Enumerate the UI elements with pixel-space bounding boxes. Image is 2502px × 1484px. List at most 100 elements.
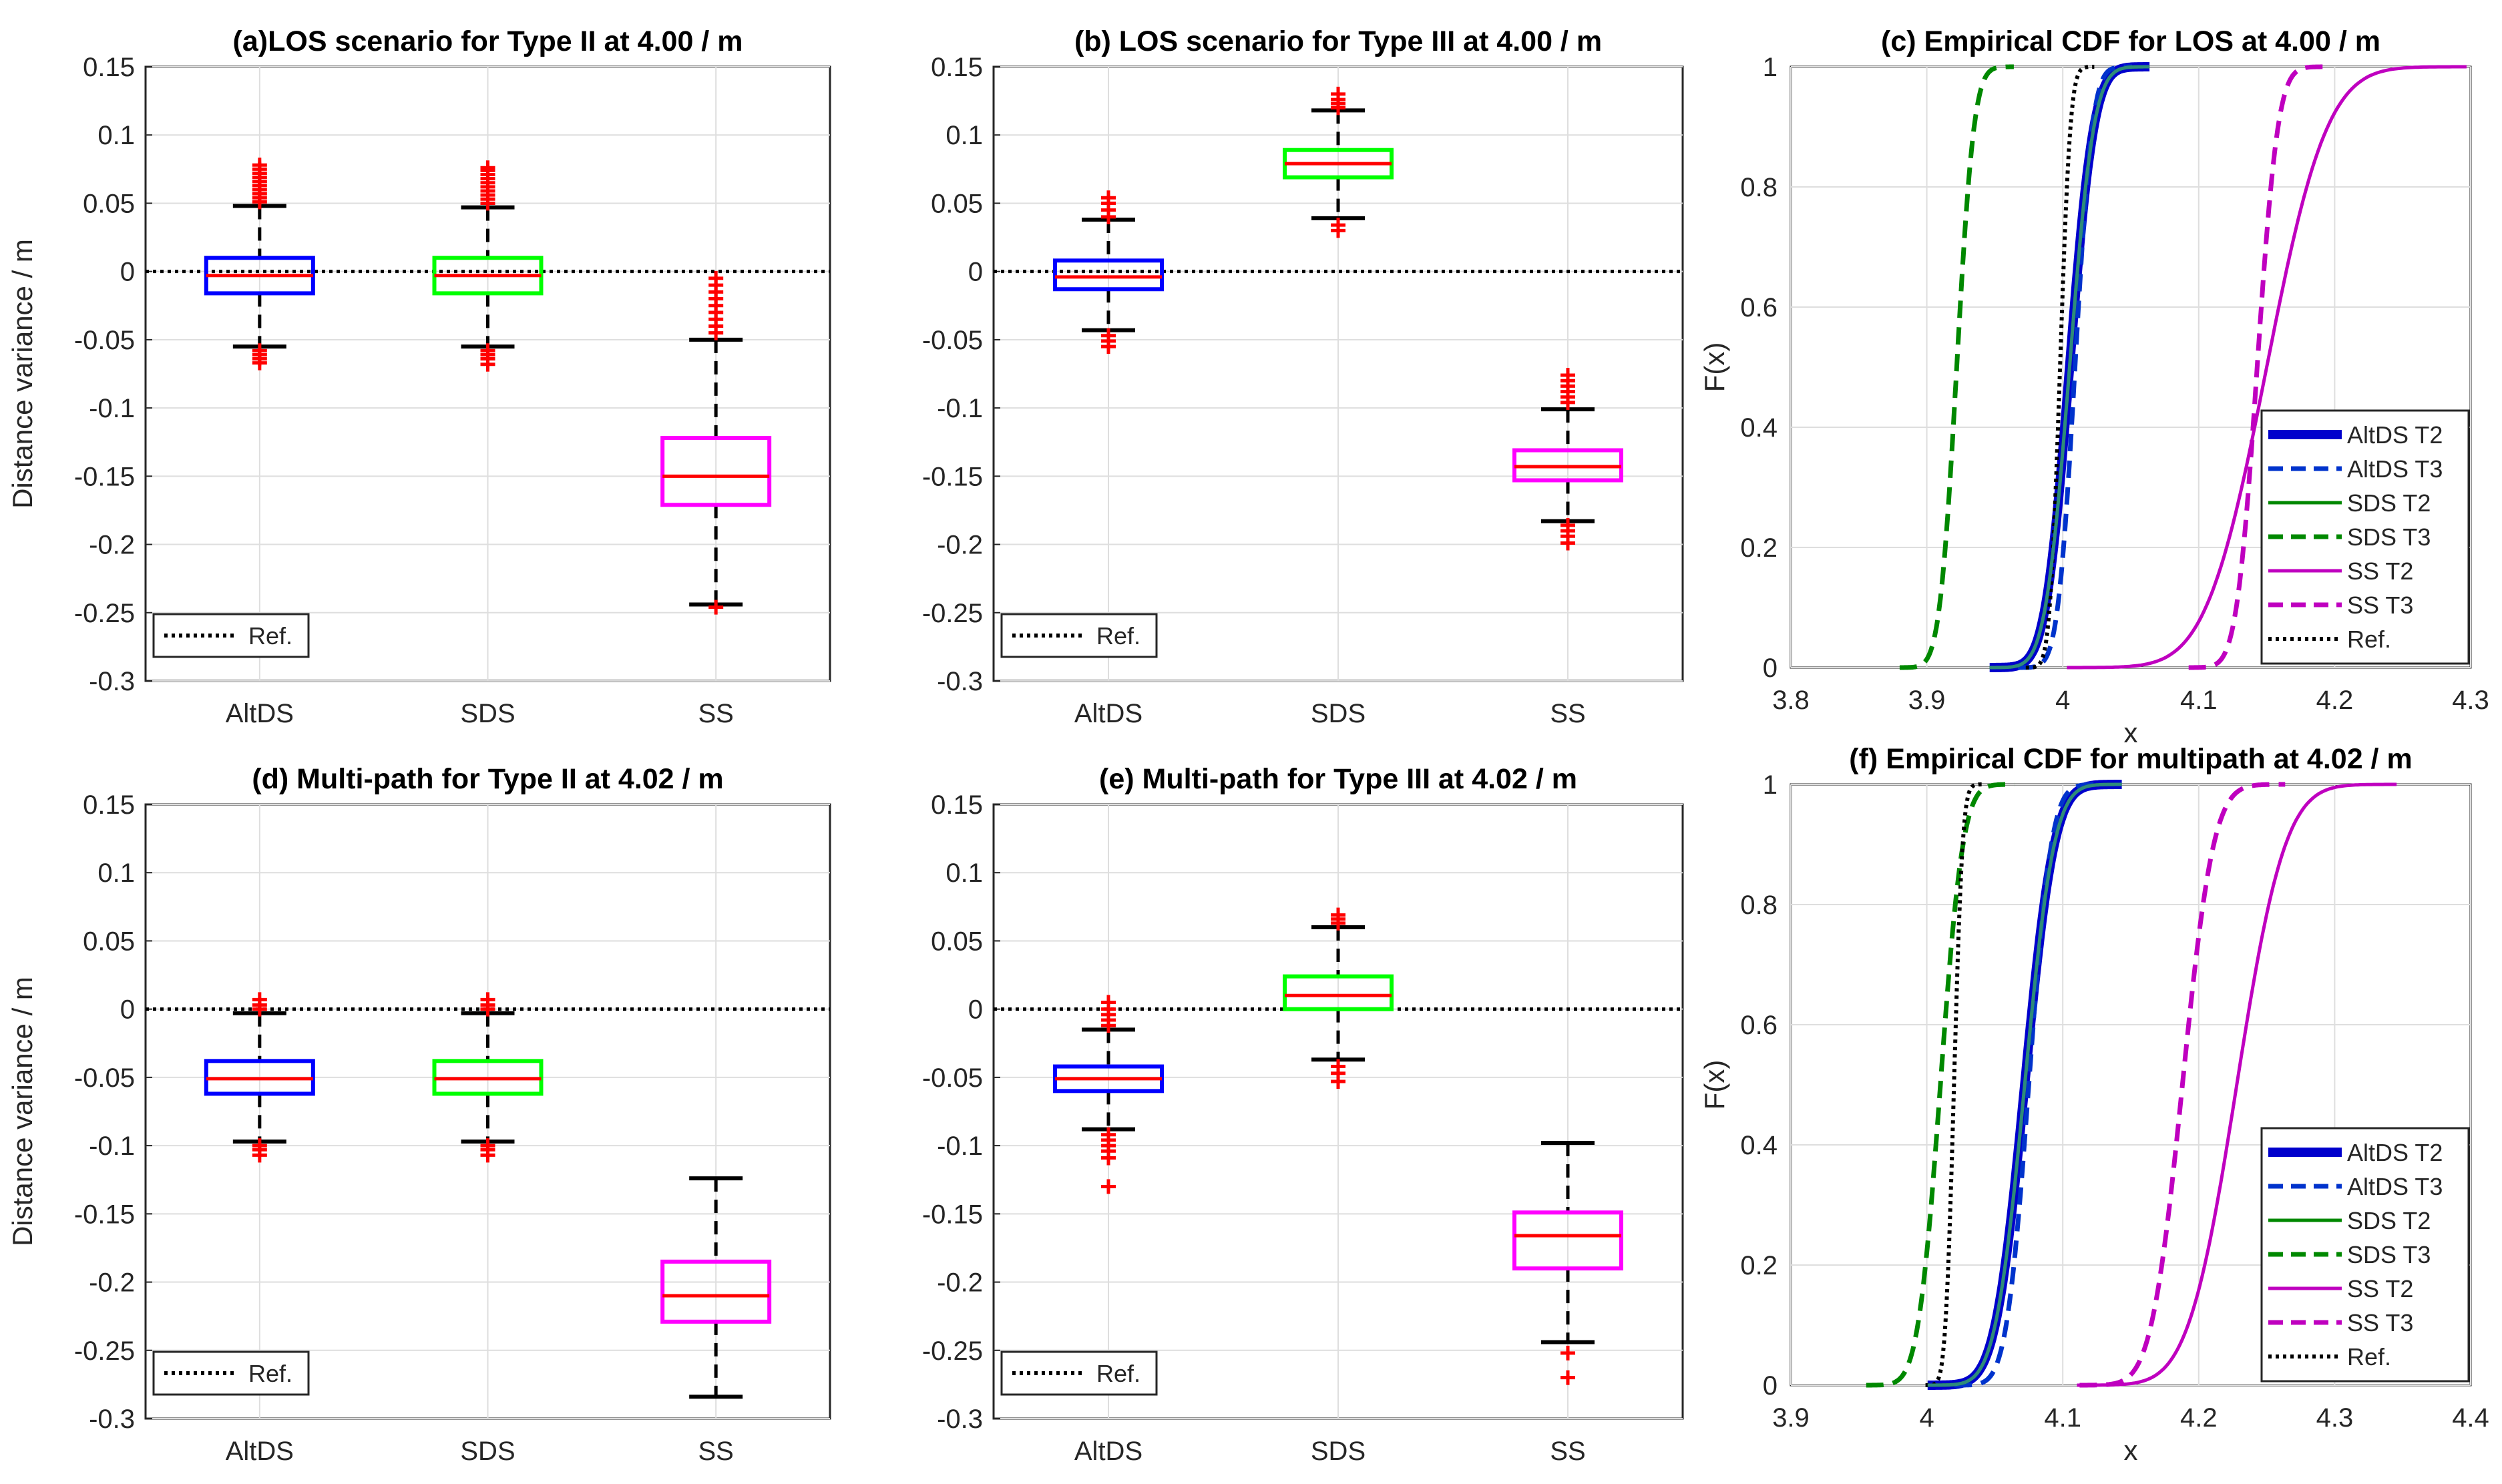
legend-label: SS T3	[2347, 1309, 2413, 1336]
x-tick-label: 4.1	[2180, 686, 2218, 715]
legend-label: SS T2	[2347, 557, 2413, 585]
box-sds	[1283, 907, 1394, 1089]
legend-label: SS T3	[2347, 591, 2413, 619]
outlier-marker	[480, 160, 495, 176]
chart-title: (b) LOS scenario for Type III at 4.00 / …	[1074, 25, 1602, 57]
outlier-marker	[1331, 1074, 1345, 1089]
y-tick-label: -0.15	[74, 462, 135, 491]
outlier-marker	[252, 355, 267, 370]
box-iqr	[660, 436, 772, 507]
outlier-marker	[252, 1148, 267, 1163]
box-ss	[660, 1176, 772, 1399]
box-iqr	[1053, 258, 1164, 292]
y-tick-label: 0.05	[83, 927, 135, 956]
y-tick-label: -0.05	[922, 1063, 983, 1093]
x-tick-label: SS	[1550, 1437, 1585, 1466]
outlier-marker	[480, 992, 495, 1007]
y-tick-label: -0.15	[74, 1200, 135, 1229]
y-tick-label: 0	[968, 995, 983, 1025]
legend: AltDS T2 AltDS T3 SDS T2 SDS T3 SS T2 SS T3 Re…	[2260, 409, 2470, 665]
x-tick-label: 4	[2055, 686, 2070, 715]
outlier-marker	[1560, 395, 1575, 410]
outlier-marker	[1101, 339, 1116, 354]
outlier-marker	[1331, 907, 1345, 923]
y-tick-label: -0.3	[89, 667, 135, 696]
y-tick-label: -0.3	[89, 1405, 135, 1434]
legend-label: SDS T2	[2347, 489, 2431, 517]
panel-c: 3.8 3.9 4 4.1 4.2 4.3 0 0.2 0.4 0.6 0.8 1 (c) Empiri…	[1699, 25, 2489, 748]
x-tick-label: AltDS	[1074, 699, 1142, 728]
x-tick-label: 4.3	[2316, 1403, 2354, 1433]
legend: Ref.	[152, 1350, 310, 1396]
y-tick-label: 0.4	[1740, 1131, 1778, 1160]
x-tick-label: 3.9	[1908, 686, 1946, 715]
y-tick-label: 0	[968, 258, 983, 287]
panel-b: 0.15 0.1 0.05 0 -0.05 -0.1 -0.15 -0.2 -0.25 -0.3 A…	[922, 25, 1684, 728]
y-tick-label: 0.05	[83, 189, 135, 218]
y-tick-label: 0.15	[83, 790, 135, 820]
y-tick-label: -0.3	[937, 667, 983, 696]
x-tick-label: SS	[698, 1437, 733, 1466]
y-tick-label: -0.1	[89, 394, 135, 423]
y-tick-label: -0.25	[922, 1336, 983, 1366]
x-tick-label: 4	[1919, 1403, 1934, 1433]
y-tick-label: 0	[1763, 654, 1778, 683]
cdf-series-ss-t3	[2079, 782, 2286, 1388]
y-tick-label: 0.8	[1740, 173, 1778, 202]
outlier-marker	[1560, 1370, 1575, 1385]
legend-label-ref: Ref.	[248, 622, 292, 650]
y-tick-label: 0.1	[97, 858, 135, 888]
legend-label: SDS T3	[2347, 1241, 2431, 1268]
y-tick-label: 1	[1763, 53, 1778, 82]
y-tick-label: 0.15	[931, 790, 983, 820]
y-tick-label: 0.15	[83, 53, 135, 82]
panel-f: 3.9 4 4.1 4.2 4.3 4.4 0 0.2 0.4 0.6 0.8 1 (f) Empiri…	[1699, 743, 2489, 1466]
legend-label: AltDS T2	[2347, 1139, 2443, 1166]
box-iqr	[1512, 1210, 1623, 1271]
box-ss	[1512, 1141, 1623, 1385]
legend-label-ref: Ref.	[1096, 1360, 1140, 1387]
y-tick-label: 1	[1763, 770, 1778, 800]
x-tick-label: 4.3	[2452, 686, 2489, 715]
box-ss	[1512, 368, 1623, 551]
x-tick-label: SDS	[1311, 1437, 1366, 1466]
y-tick-label: 0.15	[931, 53, 983, 82]
y-tick-label: -0.2	[89, 531, 135, 560]
panel-d: 0.15 0.1 0.05 0 -0.05 -0.1 -0.15 -0.2 -0.25 -0.3 A…	[7, 763, 831, 1466]
legend-label: SS T2	[2347, 1275, 2413, 1302]
x-tick-label: AltDS	[1074, 1437, 1142, 1466]
panel-e: 0.15 0.1 0.05 0 -0.05 -0.1 -0.15 -0.2 -0.25 -0.3 A…	[922, 763, 1684, 1466]
chart-title: (a)LOS scenario for Type II at 4.00 / m	[233, 25, 743, 57]
cdf-overlay-sds-t2	[1989, 65, 2150, 670]
legend-label-ref: Ref.	[248, 1360, 292, 1387]
y-tick-label: 0.2	[1740, 533, 1778, 563]
y-tick-label: 0.6	[1740, 293, 1778, 322]
y-tick-label: -0.2	[89, 1268, 135, 1298]
y-tick-label: -0.1	[937, 1132, 983, 1161]
legend: AltDS T2 AltDS T3 SDS T2 SDS T3 SS T2 SS T3 Re…	[2260, 1127, 2470, 1383]
outlier-marker	[1101, 190, 1116, 206]
x-tick-label: 3.8	[1772, 686, 1810, 715]
cdf-series-ss-t2	[2077, 782, 2397, 1387]
outlier-marker	[1560, 1345, 1575, 1361]
box-sds	[432, 160, 544, 372]
chart-title: (d) Multi-path for Type II at 4.02 / m	[252, 763, 723, 795]
box-sds	[1283, 86, 1394, 238]
x-tick-label: SDS	[460, 699, 515, 728]
y-tick-label: 0.6	[1740, 1011, 1778, 1040]
legend-label: Ref.	[2347, 626, 2391, 653]
y-tick-label: -0.3	[937, 1405, 983, 1434]
x-tick-label: AltDS	[226, 699, 294, 728]
y-tick-label: -0.1	[937, 394, 983, 423]
x-tick-label: 4.2	[2180, 1403, 2218, 1433]
legend-label: SDS T2	[2347, 1207, 2431, 1234]
y-tick-label: 0	[1763, 1371, 1778, 1401]
x-tick-label: 4.2	[2316, 686, 2354, 715]
y-tick-label: 0.4	[1740, 413, 1778, 443]
box-sds	[432, 992, 544, 1163]
x-tick-label: 4.1	[2044, 1403, 2081, 1433]
outlier-marker	[252, 158, 267, 173]
outlier-marker	[1331, 223, 1345, 238]
box-iqr	[1283, 974, 1394, 1011]
